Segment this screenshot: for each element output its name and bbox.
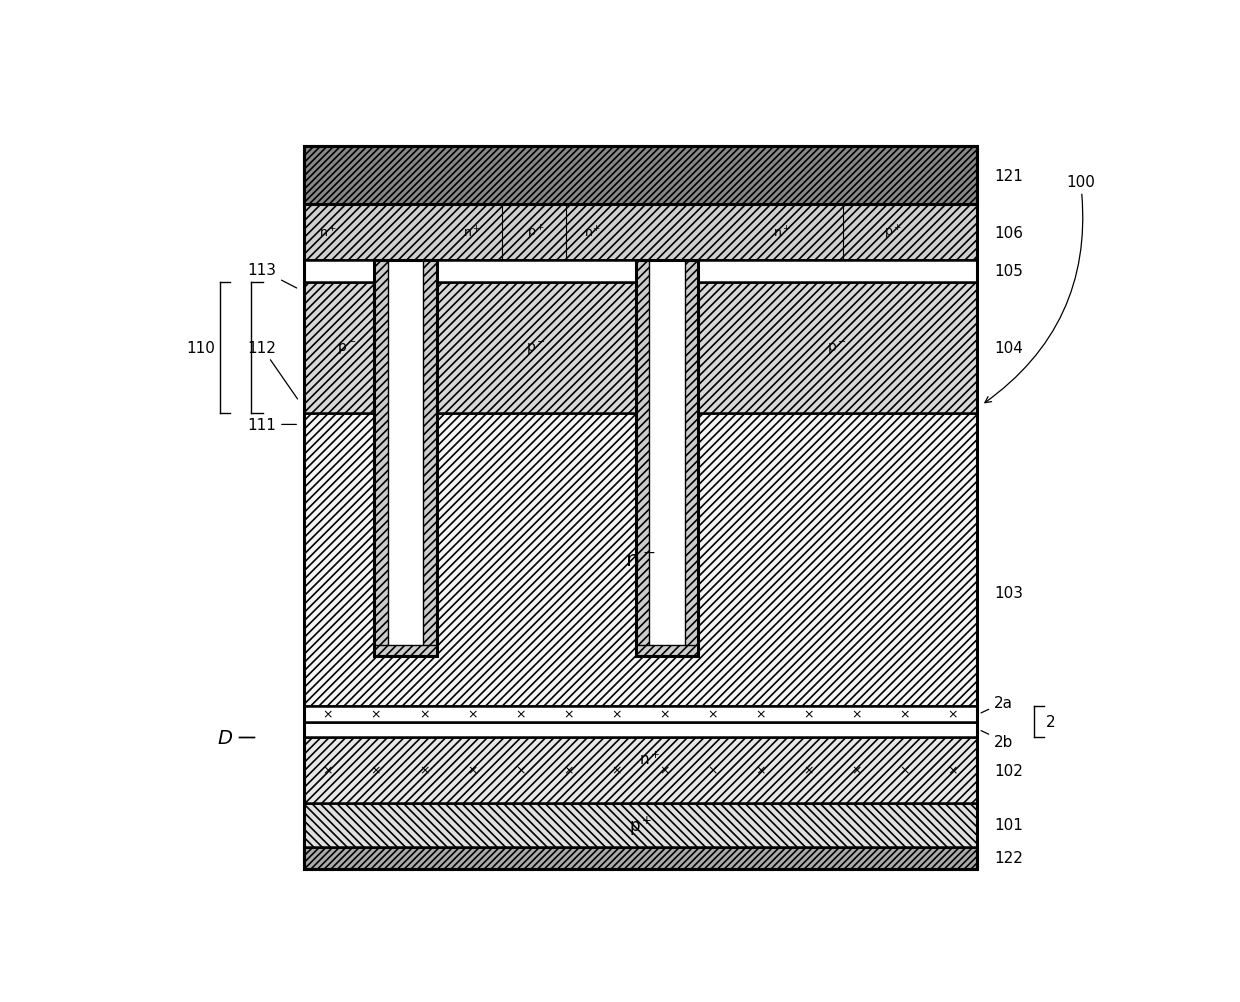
Text: n$^+$: n$^+$: [639, 750, 661, 768]
Text: ×: ×: [660, 707, 670, 720]
Text: p$^-$: p$^-$: [526, 340, 546, 357]
Text: 101: 101: [994, 818, 1023, 833]
Text: ×: ×: [707, 764, 718, 777]
Text: ×: ×: [563, 764, 573, 777]
Bar: [304, 722, 977, 737]
Bar: [304, 737, 977, 803]
Bar: [635, 645, 698, 656]
Bar: [635, 261, 649, 656]
Text: ×: ×: [371, 764, 381, 777]
Text: ×: ×: [660, 764, 670, 777]
Text: ×: ×: [852, 707, 862, 720]
Text: ×: ×: [563, 707, 573, 720]
Text: ×: ×: [371, 707, 381, 720]
Text: 111: 111: [247, 418, 296, 433]
Text: ×: ×: [515, 764, 526, 777]
Bar: [649, 261, 684, 645]
Text: ×: ×: [419, 707, 429, 720]
Text: ×: ×: [804, 707, 813, 720]
Bar: [388, 261, 423, 645]
Text: ×: ×: [947, 764, 957, 777]
Text: n$^+$: n$^+$: [773, 225, 791, 240]
Bar: [304, 847, 977, 869]
Text: p$^+$: p$^+$: [527, 223, 546, 242]
Text: ×: ×: [611, 764, 621, 777]
Bar: [635, 261, 698, 656]
Text: p$^-$: p$^-$: [827, 340, 847, 357]
Text: ×: ×: [852, 764, 862, 777]
Text: ×: ×: [322, 764, 334, 777]
Bar: [374, 261, 388, 656]
Text: p$^-$: p$^-$: [337, 340, 357, 357]
Text: 122: 122: [994, 851, 1023, 866]
Text: 102: 102: [994, 763, 1023, 778]
Bar: [374, 645, 436, 656]
Bar: [423, 261, 436, 656]
Text: 105: 105: [994, 264, 1023, 279]
Text: ×: ×: [947, 707, 957, 720]
Bar: [304, 205, 977, 261]
Bar: [374, 261, 436, 656]
Text: 106: 106: [994, 225, 1023, 240]
Text: ×: ×: [467, 764, 477, 777]
Bar: [304, 414, 977, 706]
Text: p$^+$: p$^+$: [629, 814, 652, 837]
Text: 2a: 2a: [981, 695, 1013, 713]
Text: n$^+$: n$^+$: [319, 225, 337, 240]
Bar: [304, 803, 977, 847]
Text: 121: 121: [994, 168, 1023, 183]
Text: ×: ×: [467, 707, 477, 720]
Text: n$^+$: n$^+$: [464, 225, 481, 240]
Text: ×: ×: [707, 707, 718, 720]
Bar: [304, 147, 977, 869]
Bar: [304, 261, 977, 283]
Text: 113: 113: [247, 264, 296, 289]
Text: 110: 110: [187, 341, 216, 356]
Text: D: D: [218, 728, 233, 746]
Text: 100: 100: [985, 174, 1095, 403]
Text: ×: ×: [515, 707, 526, 720]
Text: 112: 112: [247, 341, 298, 400]
Text: ×: ×: [755, 707, 765, 720]
Text: n$^{+}$: n$^{+}$: [584, 225, 600, 240]
Text: ×: ×: [419, 764, 429, 777]
Text: 2b: 2b: [981, 730, 1013, 748]
Text: ×: ×: [899, 764, 910, 777]
Text: p$^+$: p$^+$: [884, 223, 903, 242]
Text: ×: ×: [899, 707, 910, 720]
Text: n$^-$: n$^-$: [625, 550, 656, 570]
Text: ×: ×: [804, 764, 813, 777]
Text: ×: ×: [611, 707, 621, 720]
Bar: [304, 147, 977, 205]
Text: 2: 2: [1045, 714, 1055, 729]
Text: ×: ×: [755, 764, 765, 777]
Text: 104: 104: [994, 341, 1023, 356]
Bar: [684, 261, 698, 656]
Bar: [304, 706, 977, 722]
Text: 103: 103: [994, 586, 1023, 600]
Bar: [304, 283, 977, 414]
Text: ×: ×: [322, 707, 334, 720]
